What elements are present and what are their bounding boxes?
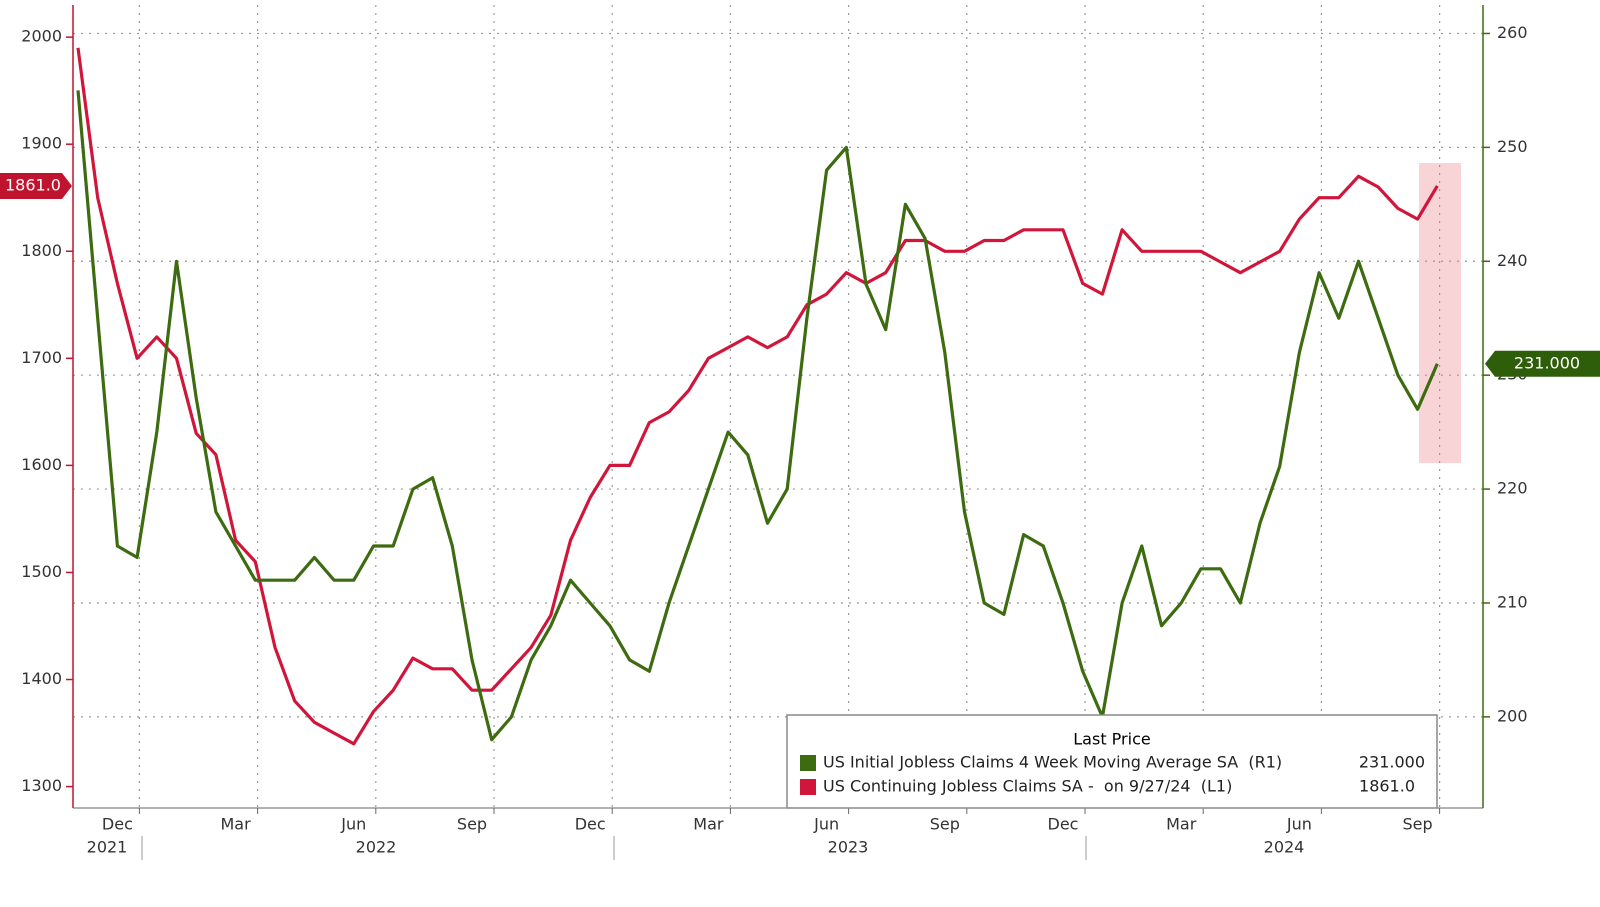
x-tick-label: Dec (1048, 815, 1079, 834)
y2-tick-label: 210 (1497, 592, 1528, 611)
x-tick-label: Sep (930, 815, 960, 834)
last-value-label: 1861.0 (5, 175, 61, 194)
y2-tick-label: 240 (1497, 251, 1528, 270)
x-tick-label: Jun (1286, 815, 1312, 834)
x-tick-label: Jun (813, 815, 839, 834)
x-tick-label: Mar (221, 815, 252, 834)
y-tick-label: 1600 (21, 455, 62, 474)
x-tick-label: Sep (1403, 815, 1433, 834)
legend-label: US Initial Jobless Claims 4 Week Moving … (823, 753, 1282, 772)
legend-value: 1861.0 (1359, 777, 1415, 796)
y-tick-label: 1300 (21, 776, 62, 795)
y-tick-label: 1400 (21, 669, 62, 688)
x-tick-label: Sep (457, 815, 487, 834)
y-tick-label: 1700 (21, 348, 62, 367)
legend-value: 231.000 (1359, 753, 1425, 772)
y-tick-label: 1500 (21, 562, 62, 581)
y-tick-label: 1800 (21, 241, 62, 260)
legend-box (786, 714, 1438, 809)
y2-tick-label: 250 (1497, 137, 1528, 156)
year-label: 2022 (356, 838, 397, 857)
year-label: 2023 (828, 838, 869, 857)
y2-tick-label: 220 (1497, 479, 1528, 498)
legend: Last Price US Initial Jobless Claims 4 W… (786, 714, 1438, 809)
last-value-badge (0, 172, 72, 199)
y-tick-label: 2000 (21, 27, 62, 46)
legend-swatch (800, 779, 816, 795)
y2-tick-label: 260 (1497, 23, 1528, 42)
series-line (76, 47, 1439, 746)
x-tick-label: Mar (1166, 815, 1197, 834)
x-tick-label: Dec (575, 815, 606, 834)
y-tick-label: 1900 (21, 134, 62, 153)
x-tick-label: Mar (693, 815, 724, 834)
year-label: 2024 (1264, 838, 1305, 857)
year-label: 2021 (87, 838, 128, 857)
x-tick-label: Jun (340, 815, 366, 834)
last-value-label: 231.000 (1514, 353, 1580, 372)
legend-label: US Continuing Jobless Claims SA - on 9/2… (823, 777, 1232, 796)
last-value-badge (1485, 350, 1600, 377)
y2-tick-label: 200 (1497, 706, 1528, 725)
legend-swatch (800, 755, 816, 771)
series-line (76, 90, 1439, 742)
x-tick-label: Dec (102, 815, 133, 834)
legend-title: Last Price (1073, 730, 1150, 749)
